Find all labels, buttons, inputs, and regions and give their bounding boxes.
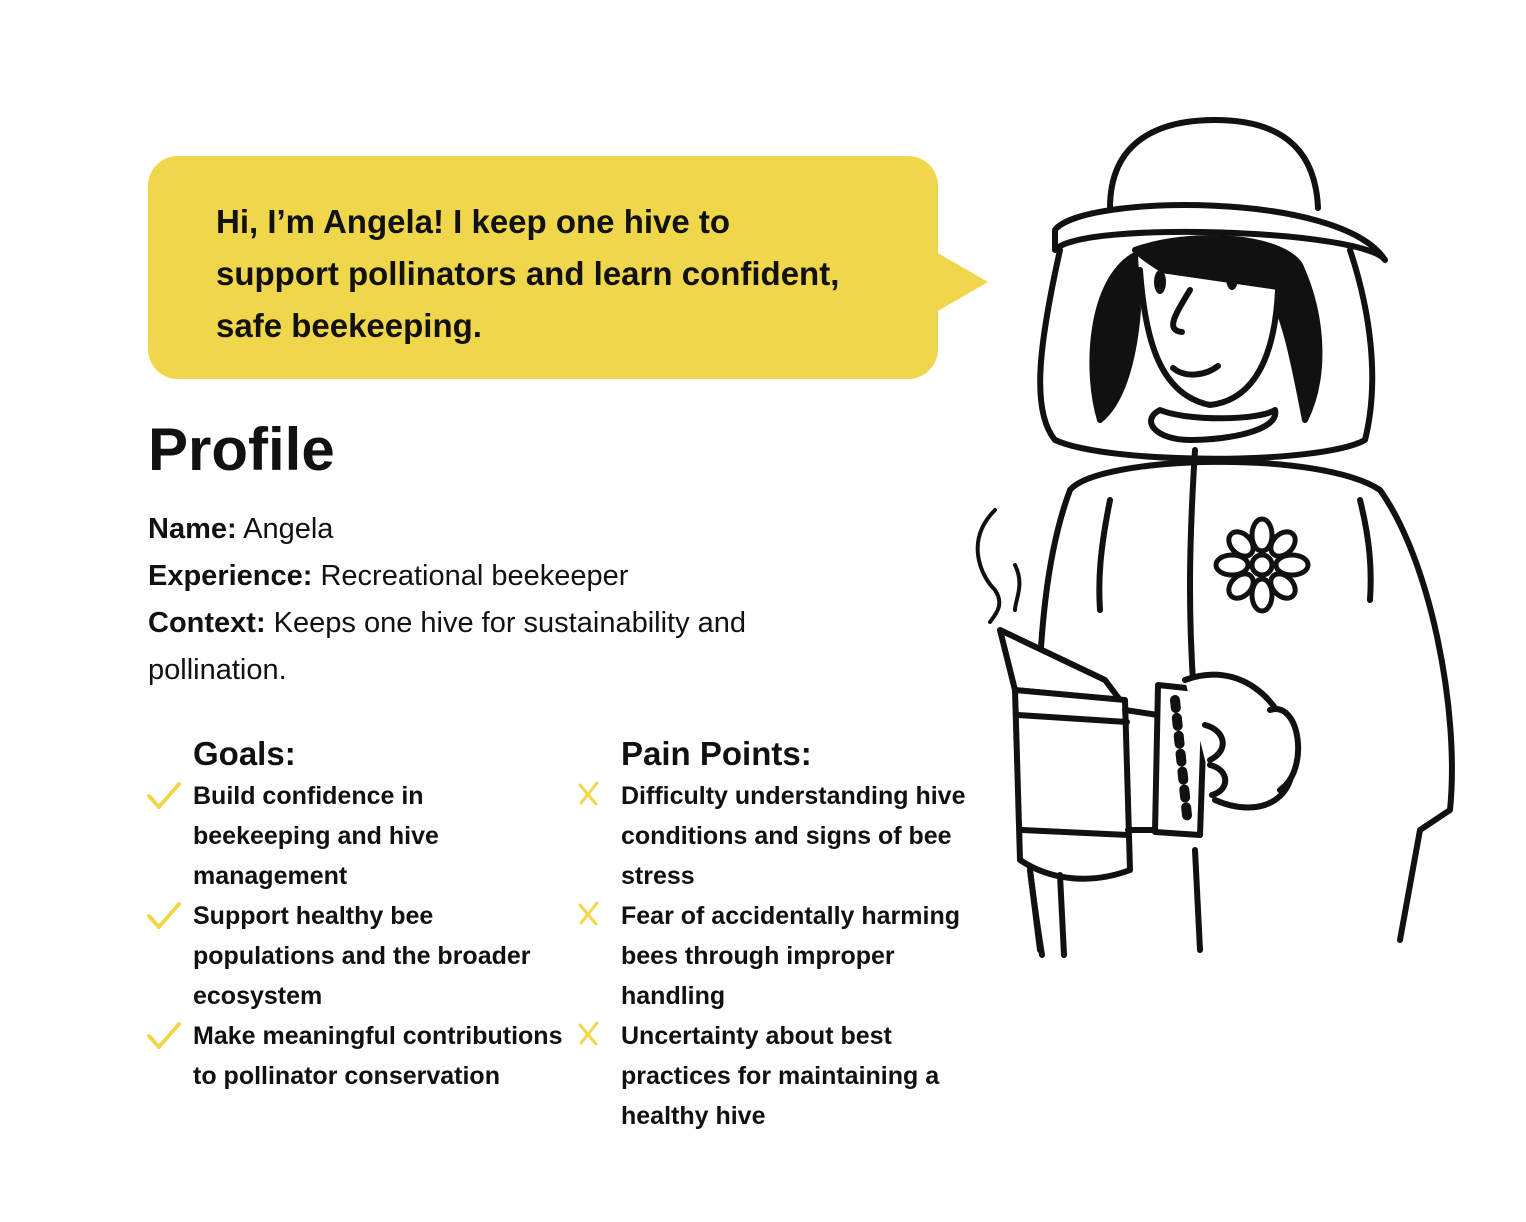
speech-bubble (148, 156, 938, 379)
profile-context-value: Keeps one hive for sustainability and po… (148, 607, 747, 686)
goal-text: Make meaningful contributions to pollina… (193, 1022, 563, 1090)
check-icon (147, 902, 181, 929)
pain-points-section: Pain Points: Difficulty understanding hi… (574, 732, 984, 1136)
pain-points-heading: Pain Points: (621, 735, 812, 772)
pain-point-item: Uncertainty about best practices for mai… (574, 1016, 984, 1136)
profile-experience-value: Recreational beekeeper (320, 560, 629, 592)
profile-name-label: Name: (148, 513, 237, 545)
pain-points-list: Difficulty understanding hive conditions… (574, 776, 984, 1136)
beekeeper-illustration (975, 117, 1455, 958)
goals-heading: Goals: (193, 735, 296, 772)
profile-info: Name: Angela Experience: Recreational be… (148, 506, 868, 694)
pain-point-text: Fear of accidentally harming bees throug… (621, 902, 960, 1010)
speech-bubble-tail (936, 252, 988, 312)
profile-experience-label: Experience: (148, 560, 313, 592)
goals-list: Build confidence in beekeeping and hive … (146, 776, 566, 1096)
pain-point-item: Difficulty understanding hive conditions… (574, 776, 984, 896)
profile-name-value: Angela (243, 513, 334, 545)
pain-point-item: Fear of accidentally harming bees throug… (574, 896, 984, 1016)
goal-text: Build confidence in beekeeping and hive … (193, 782, 439, 890)
check-icon (147, 782, 181, 809)
x-mark-icon (578, 781, 599, 806)
goal-item: Support healthy bee populations and the … (146, 896, 566, 1016)
speech-bubble-text: Hi, I’m Angela! I keep one hive to suppo… (216, 203, 840, 344)
profile-context-row: Context: Keeps one hive for sustainabili… (148, 600, 868, 694)
check-icon (147, 1022, 181, 1049)
profile-experience-row: Experience: Recreational beekeeper (148, 553, 868, 600)
x-mark-icon (578, 901, 599, 926)
goals-section: Goals: Build confidence in beekeeping an… (146, 732, 566, 1096)
profile-name-row: Name: Angela (148, 506, 868, 553)
pain-point-text: Uncertainty about best practices for mai… (621, 1022, 940, 1130)
profile-context-label: Context: (148, 607, 266, 639)
goal-text: Support healthy bee populations and the … (193, 902, 531, 1010)
pain-point-text: Difficulty understanding hive conditions… (621, 782, 966, 890)
x-mark-icon (578, 1021, 599, 1046)
goal-item: Build confidence in beekeeping and hive … (146, 776, 566, 896)
goal-item: Make meaningful contributions to pollina… (146, 1016, 566, 1096)
profile-title: Profile (148, 416, 335, 483)
